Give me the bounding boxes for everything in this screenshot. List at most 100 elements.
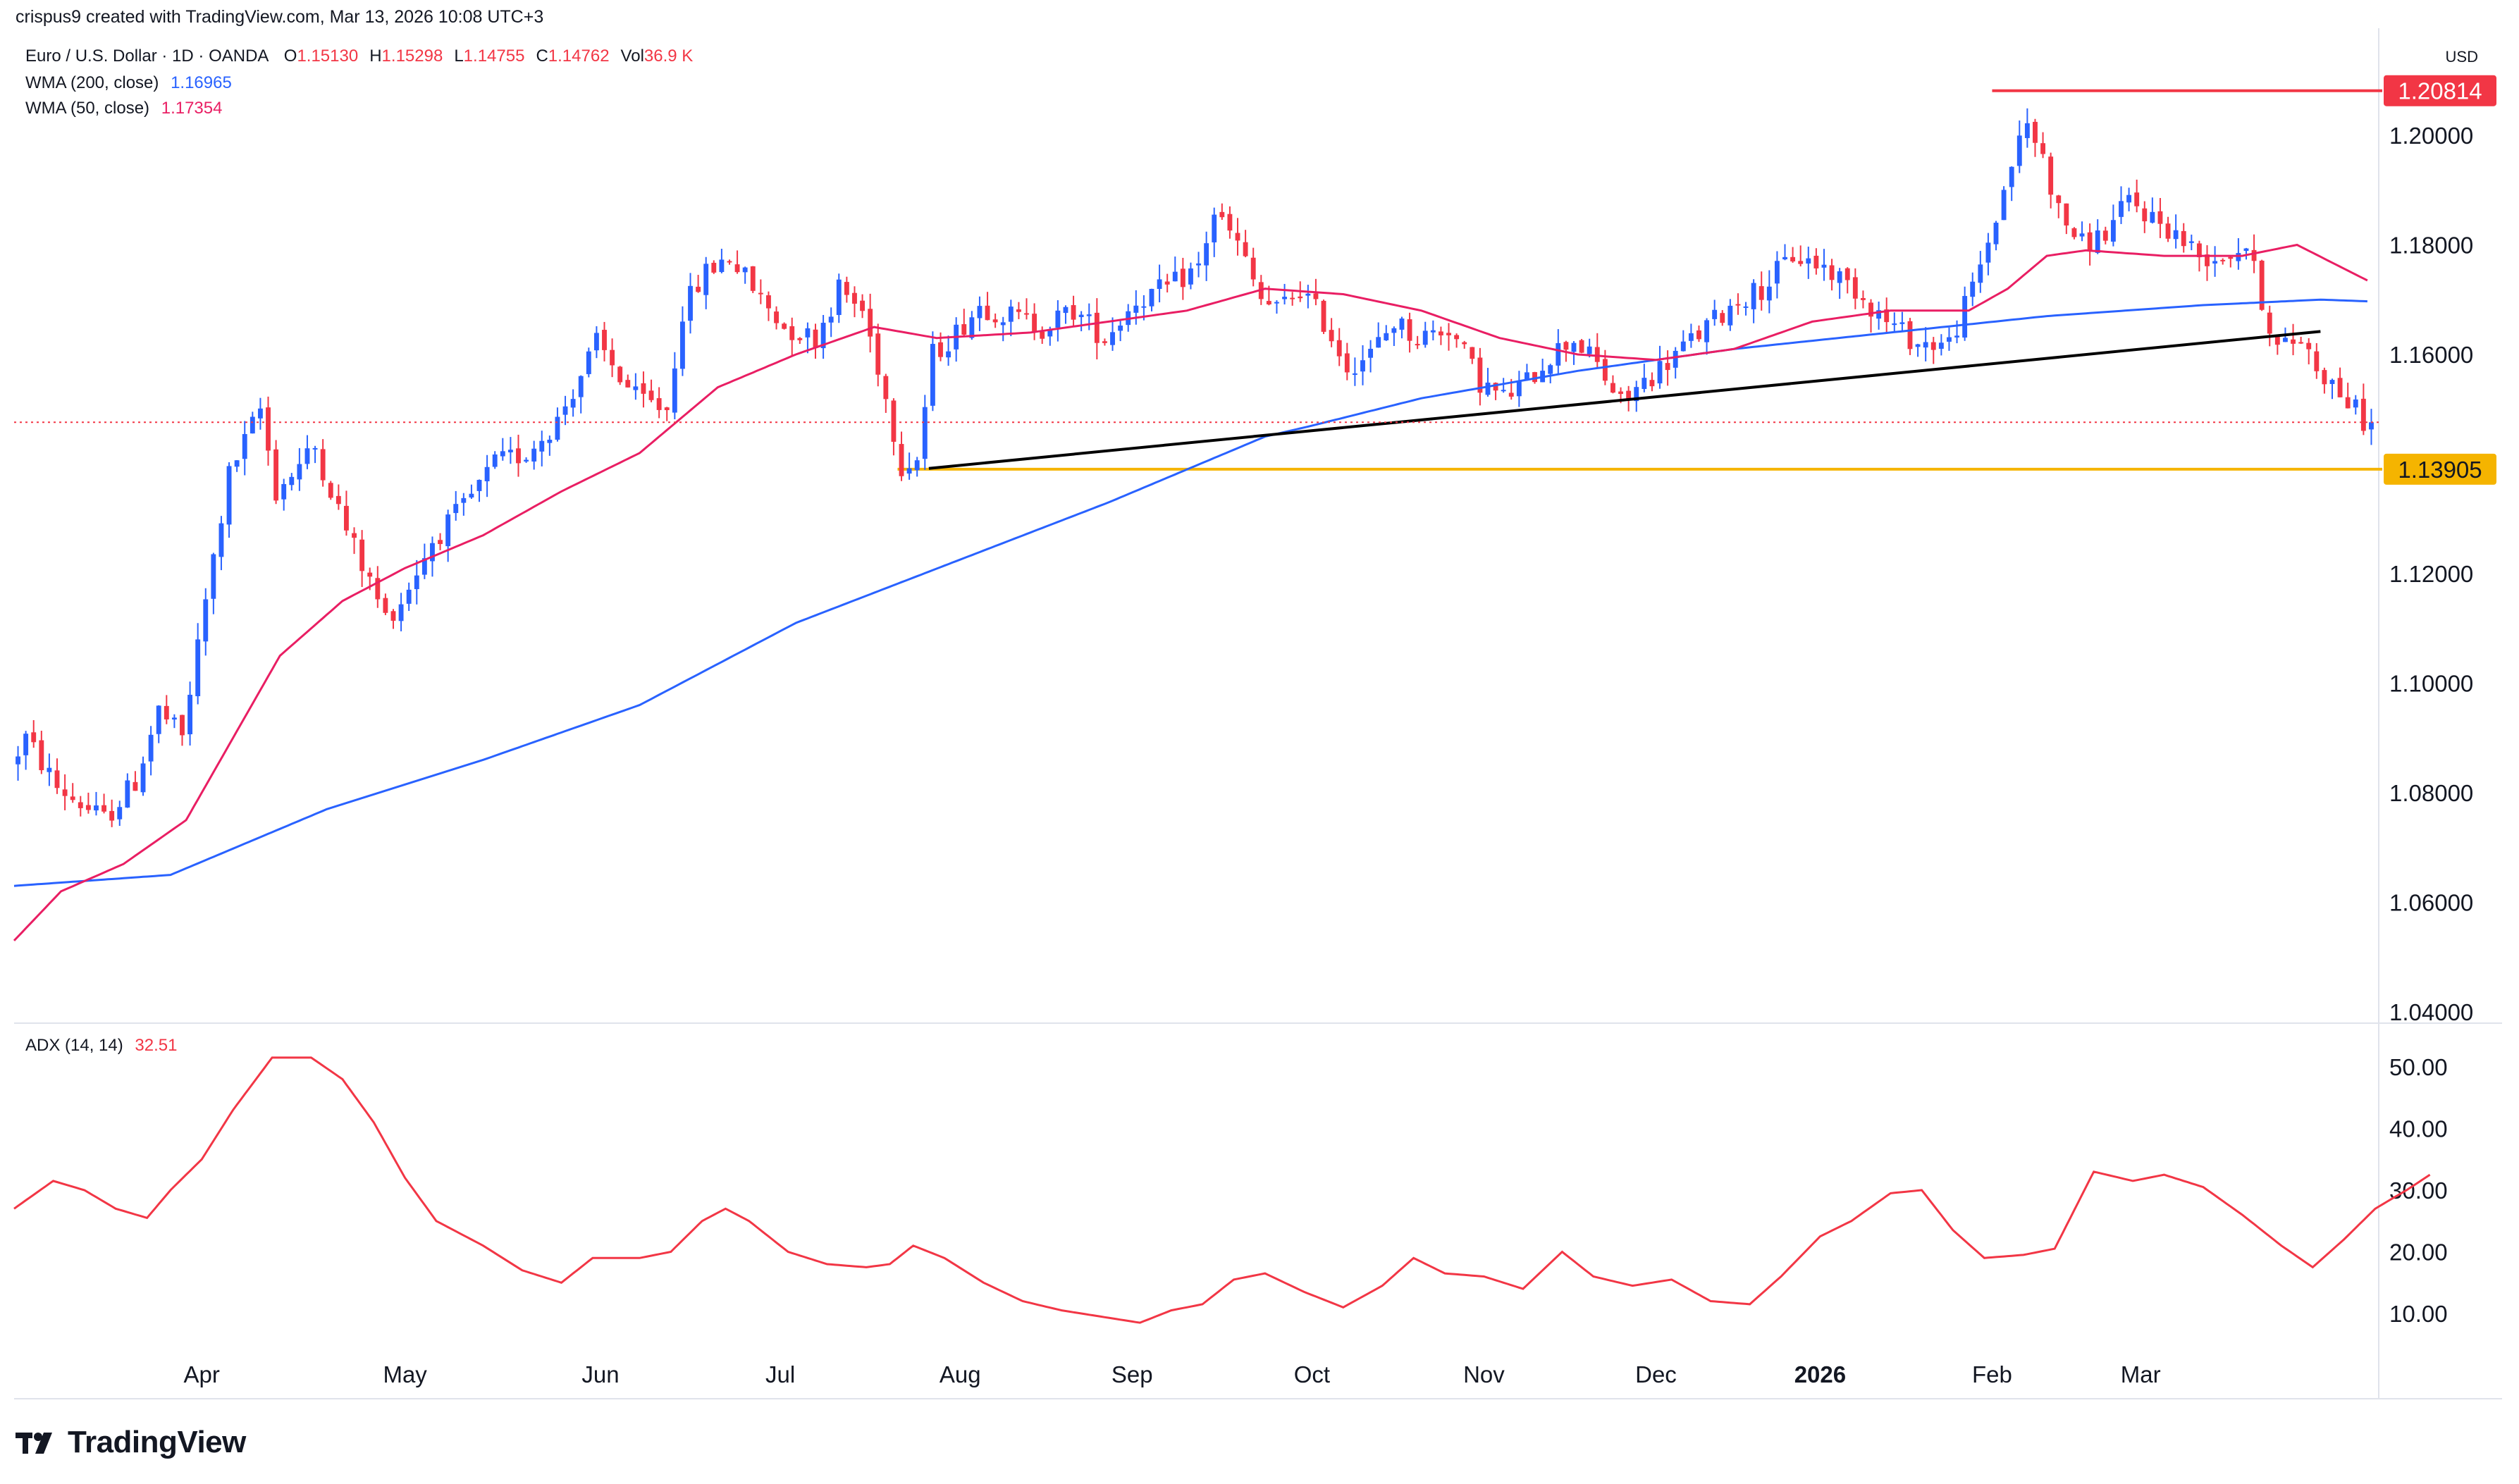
candle-down — [2181, 230, 2186, 247]
candle-up — [1571, 342, 1577, 352]
candle-down — [1470, 347, 1475, 359]
adx-line[interactable] — [13, 1056, 2431, 1324]
candle-down — [2251, 249, 2257, 261]
candle-up — [828, 316, 834, 323]
candle-up — [914, 460, 920, 471]
candle-down — [734, 264, 740, 273]
adx-label: ADX (14, 14) — [25, 1036, 123, 1055]
candle-up — [242, 433, 247, 459]
candle-up — [1993, 223, 1999, 245]
candle-up — [156, 705, 161, 734]
candle-down — [2314, 351, 2320, 371]
candle-up — [1837, 271, 1842, 283]
candle-down — [2087, 232, 2093, 252]
ohlc-value-l: 1.14755 — [463, 47, 525, 66]
candle-down — [766, 295, 771, 309]
wma50-line[interactable] — [13, 243, 2368, 941]
candle-up — [1712, 309, 1718, 319]
candle-down — [1298, 296, 1303, 299]
symbol-legend: Euro / U.S. Dollar · 1D · OANDA O1.15130… — [25, 47, 693, 66]
adx-legend[interactable]: ADX (14, 14) 32.51 — [25, 1036, 177, 1056]
adx-y-tick-label: 20.00 — [2389, 1239, 2448, 1266]
candle-down — [1250, 257, 1256, 280]
candle-down — [1454, 335, 1460, 340]
y-tick-label: 1.12000 — [2389, 561, 2473, 587]
candle-up — [250, 416, 255, 434]
candle-up — [117, 807, 123, 820]
tradingview-logo[interactable]: TradingView — [16, 1425, 246, 1460]
candle-up — [23, 734, 29, 755]
candle-up — [16, 756, 20, 765]
candle-down — [109, 810, 115, 821]
candle-down — [899, 444, 904, 476]
candle-up — [1157, 279, 1162, 289]
candle-up — [1727, 305, 1733, 326]
candle-up — [2016, 135, 2022, 166]
candle-down — [320, 449, 326, 481]
candle-up — [2095, 230, 2100, 253]
candle-down — [2298, 342, 2304, 344]
candle-up — [1680, 341, 1686, 352]
candle-down — [2196, 243, 2202, 258]
symbol-name[interactable]: Euro / U.S. Dollar · 1D · OANDA — [25, 47, 269, 66]
candle-up — [1766, 286, 1772, 301]
currency-label[interactable]: USD — [2445, 48, 2478, 66]
candle-up — [1141, 306, 1147, 308]
candle-up — [1172, 271, 1178, 282]
adx-y-tick-label: 40.00 — [2389, 1116, 2448, 1142]
wma200-legend[interactable]: WMA (200, close) 1.16965 — [25, 73, 232, 93]
wma200-label: WMA (200, close) — [25, 73, 159, 92]
candle-down — [2064, 203, 2069, 225]
candle-down — [1164, 281, 1170, 285]
candle-up — [476, 480, 482, 491]
candle-down — [133, 781, 138, 791]
candle-down — [860, 300, 865, 311]
candle-up — [148, 734, 154, 762]
candle-down — [813, 329, 818, 348]
candle-down — [1477, 357, 1483, 393]
x-tick-label: Jul — [765, 1361, 795, 1387]
candle-up — [1751, 283, 1756, 309]
candle-down — [789, 326, 795, 340]
trendline[interactable] — [928, 330, 2321, 470]
wma50-legend[interactable]: WMA (50, close) 1.17354 — [25, 99, 222, 118]
candle-down — [2048, 156, 2054, 195]
candle-up — [969, 317, 975, 338]
candle-up — [226, 466, 232, 525]
candle-up — [1915, 344, 1921, 347]
x-tick-label: Sep — [1111, 1361, 1153, 1387]
candle-down — [1884, 309, 1890, 323]
candle-down — [1813, 255, 1819, 268]
candle-up — [1806, 258, 1811, 264]
y-tick-label: 1.18000 — [2389, 233, 2473, 259]
x-tick-label: 2026 — [1794, 1361, 1846, 1387]
candle-down — [335, 495, 341, 505]
candle-down — [758, 292, 763, 295]
candle-down — [2165, 223, 2171, 239]
candle-down — [2142, 208, 2148, 222]
candle-up — [1391, 328, 1397, 333]
candle-up — [2150, 211, 2155, 223]
candle-down — [648, 390, 654, 400]
candle-up — [1063, 307, 1068, 314]
wma200-line[interactable] — [13, 298, 2367, 887]
candle-up — [1556, 342, 1561, 366]
candle-down — [875, 333, 881, 375]
candle-down — [2205, 254, 2210, 266]
candle-up — [2188, 241, 2194, 243]
candle-down — [797, 338, 803, 340]
candle-down — [610, 350, 615, 366]
ohlc-key-o: O — [283, 47, 297, 66]
candle-up — [1118, 326, 1123, 331]
candle-down — [1438, 331, 1443, 335]
candle-down — [2071, 228, 2077, 237]
candle-down — [352, 533, 357, 538]
candle-up — [421, 558, 427, 575]
candle-down — [1626, 390, 1632, 400]
candle-down — [1759, 286, 1764, 300]
candle-up — [547, 439, 553, 443]
candle-up — [1110, 332, 1115, 345]
candle-up — [406, 589, 412, 604]
candle-down — [1829, 265, 1835, 280]
